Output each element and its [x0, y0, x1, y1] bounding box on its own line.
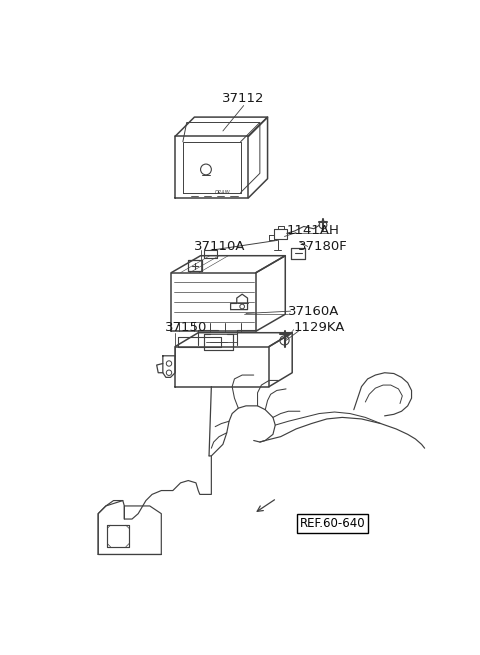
Text: 1129KA: 1129KA [294, 321, 345, 334]
Text: 1141AH: 1141AH [287, 224, 340, 237]
Text: 37110A: 37110A [193, 240, 245, 253]
Text: DRAIN: DRAIN [215, 190, 231, 195]
Text: 37160A: 37160A [288, 305, 340, 318]
Text: 37112: 37112 [222, 92, 265, 105]
Text: REF.60-640: REF.60-640 [300, 517, 366, 530]
Text: 37180F: 37180F [299, 240, 348, 253]
Text: 37150: 37150 [165, 321, 207, 334]
